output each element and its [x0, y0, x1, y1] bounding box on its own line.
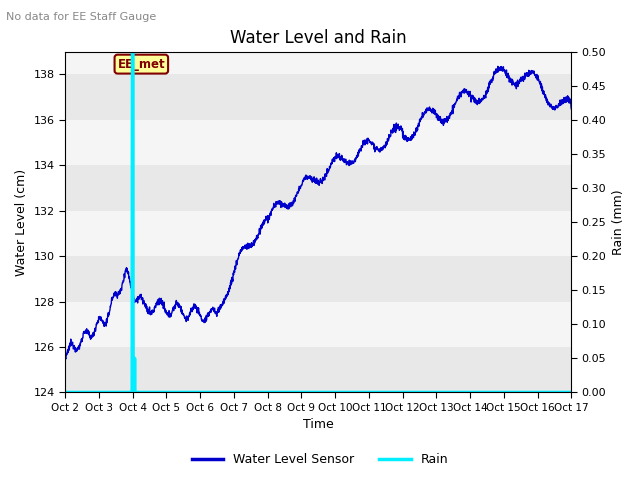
Bar: [65, 52, 572, 74]
Bar: [65, 165, 572, 211]
Bar: [65, 211, 572, 256]
Bar: [65, 301, 572, 347]
Bar: [65, 74, 572, 120]
Y-axis label: Water Level (cm): Water Level (cm): [15, 168, 28, 276]
Bar: [65, 347, 572, 393]
Bar: [65, 256, 572, 301]
Text: EE_met: EE_met: [118, 58, 165, 71]
Title: Water Level and Rain: Water Level and Rain: [230, 29, 406, 48]
Text: No data for EE Staff Gauge: No data for EE Staff Gauge: [6, 12, 157, 22]
X-axis label: Time: Time: [303, 419, 333, 432]
Legend: Water Level Sensor, Rain: Water Level Sensor, Rain: [187, 448, 453, 471]
Y-axis label: Rain (mm): Rain (mm): [612, 189, 625, 255]
Bar: [65, 120, 572, 165]
